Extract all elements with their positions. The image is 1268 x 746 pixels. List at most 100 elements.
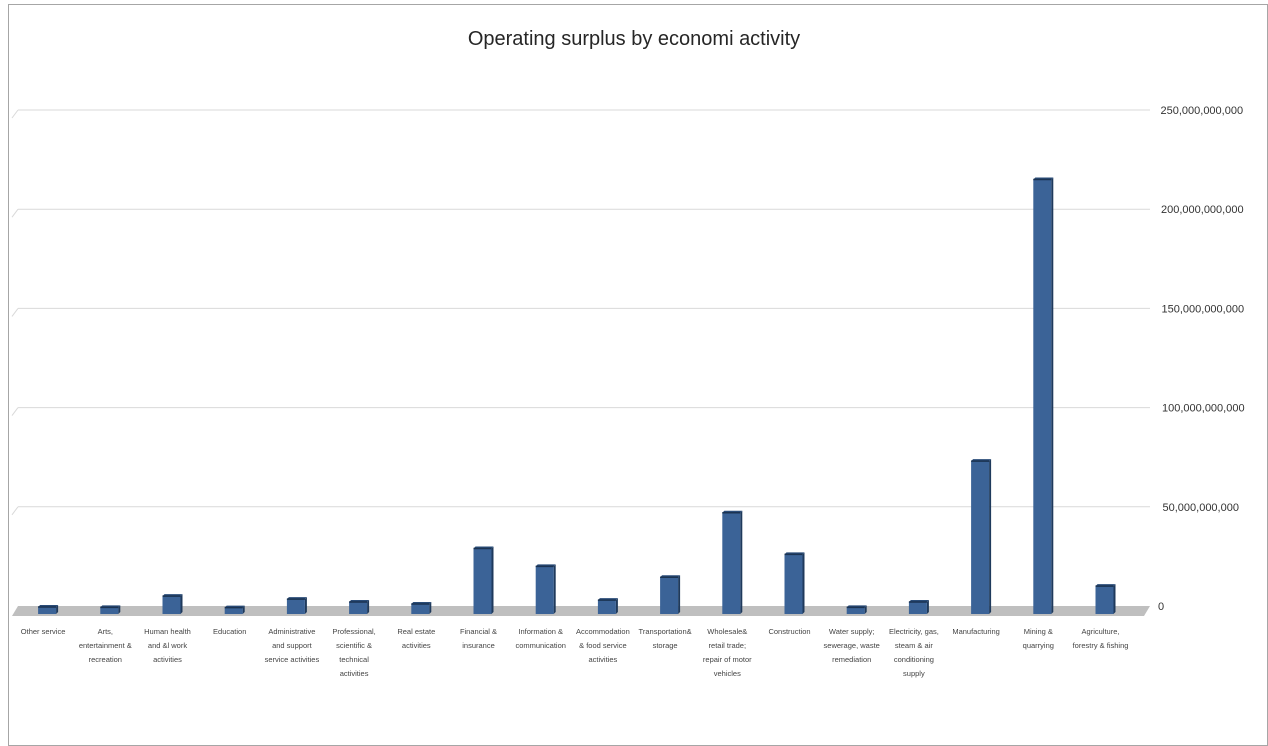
x-category-label-line: & food service (579, 641, 627, 650)
bar (411, 602, 432, 614)
x-category-label-line: Agriculture, (1082, 627, 1120, 636)
x-category-label-line: Other service (21, 627, 66, 636)
x-category-label-line: Arts, (98, 627, 113, 636)
bar-side (304, 597, 307, 614)
x-category-label-line: activities (153, 655, 182, 664)
x-category-label: Administrative and support service activit… (265, 627, 320, 664)
x-category-label-line: Professional, (332, 627, 375, 636)
bar-front (38, 607, 57, 614)
bar-side (1051, 177, 1054, 614)
x-category-label: Mining & quarrying (1023, 627, 1054, 650)
bar-side (926, 600, 929, 614)
gridline-depth (11, 109, 19, 119)
x-category-label-line: Electricity, gas, (889, 627, 939, 636)
gridline-depth (11, 506, 19, 516)
y-tick-label: 150,000,000,000 (1162, 303, 1245, 315)
x-category-label: Human health and &l work activities (144, 627, 191, 664)
bar-side (678, 575, 681, 614)
bar-side (56, 605, 59, 614)
x-category-label: Electricity, gas, steam & air conditioning… (889, 627, 939, 678)
y-tick-label: 50,000,000,000 (1163, 502, 1239, 514)
x-category-label-line: Transportation& (639, 627, 692, 636)
x-category-label-line: Information & (518, 627, 563, 636)
bar-front (535, 566, 554, 614)
bar-front (411, 604, 430, 614)
x-category-label-line: storage (653, 641, 678, 650)
x-category-label: Real estate activities (397, 627, 435, 650)
bar (38, 605, 59, 614)
y-tick-label: 250,000,000,000 (1161, 105, 1244, 117)
x-category-label-line: conditioning (894, 655, 934, 664)
x-category-label-line: sewerage, waste (824, 641, 880, 650)
bar (660, 575, 681, 614)
bar (349, 600, 370, 614)
chart-title: Operating surplus by economi activity (467, 28, 801, 50)
chart-frame (8, 4, 1268, 746)
bar (473, 546, 494, 614)
bar (971, 459, 992, 614)
x-category-label-line: supply (903, 669, 925, 678)
x-category-label: Financial & insurance (460, 627, 497, 650)
x-category-label-line: service activities (265, 655, 320, 664)
bar-side (864, 605, 867, 614)
x-category-label-line: repair of motor (703, 655, 752, 664)
bar (1033, 177, 1054, 614)
bar-side (615, 598, 618, 614)
bar-side (429, 602, 432, 614)
bar (846, 605, 867, 614)
gridline-depth (11, 308, 19, 317)
x-category-label: Other service (21, 627, 66, 636)
bar (100, 605, 121, 614)
x-category-label-line: Financial & (460, 627, 497, 636)
x-category-label-line: and support (272, 641, 313, 650)
bar (1095, 584, 1116, 614)
bar-side (180, 594, 183, 614)
bar-front (784, 554, 803, 614)
x-category-label-line: Mining & (1024, 627, 1053, 636)
x-category-label-line: technical (339, 655, 369, 664)
bar-front (349, 602, 368, 614)
bar (162, 594, 183, 614)
y-tick-label: 100,000,000,000 (1162, 403, 1245, 415)
y-tick-label: 200,000,000,000 (1161, 204, 1244, 216)
bar (784, 552, 805, 614)
bar-front (1033, 179, 1052, 614)
bar-side (367, 600, 370, 614)
x-category-label-line: Water supply; (829, 627, 875, 636)
x-category-label-line: Administrative (268, 627, 315, 636)
bar-front (162, 596, 181, 614)
x-category-label: Accommodation & food service activities (576, 627, 630, 664)
bar-front (1095, 586, 1114, 614)
x-category-label-line: activities (402, 641, 431, 650)
bar-side (491, 546, 494, 614)
bar-front (971, 461, 990, 614)
bar-side (118, 605, 121, 614)
x-category-label-line: insurance (462, 641, 495, 650)
gridline-depth (11, 208, 19, 218)
x-category-label-line: Human health (144, 627, 191, 636)
x-category-label-line: steam & air (895, 641, 933, 650)
x-category-label: Education (213, 627, 246, 636)
bar (597, 598, 618, 614)
x-category-label: Wholesale& retail trade; repair of motor ve… (703, 627, 752, 678)
x-category-label-line: Education (213, 627, 246, 636)
bar-side (740, 510, 743, 614)
x-category-label-line: and &l work (148, 641, 187, 650)
x-category-label: Arts, entertainment & recreation (79, 627, 132, 664)
bar-side (553, 564, 556, 614)
x-category-label: Agriculture, forestry & fishing (1073, 627, 1129, 650)
bar-side (989, 459, 992, 614)
bar (224, 605, 245, 614)
bar (535, 564, 556, 614)
bar-front (100, 607, 119, 614)
x-category-label-line: Real estate (397, 627, 435, 636)
x-category-label-line: retail trade; (709, 641, 747, 650)
x-category-label: Water supply; sewerage, waste remediation (824, 627, 880, 664)
x-category-label-line: activities (589, 655, 618, 664)
bar-front (597, 600, 616, 614)
bar-front (908, 602, 927, 614)
bar-front (846, 607, 865, 614)
x-category-label-line: remediation (832, 655, 871, 664)
x-category-label-line: activities (340, 669, 369, 678)
x-category-label-line: communication (515, 641, 565, 650)
